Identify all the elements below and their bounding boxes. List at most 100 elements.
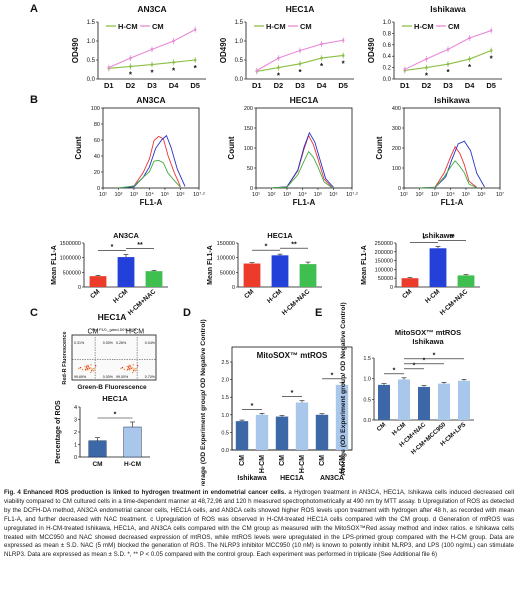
y-tick-label: 50000: [378, 276, 393, 282]
x-tick-label: H-CM: [299, 455, 306, 473]
data-point: [172, 60, 175, 64]
quadrant-percent: 99.00%: [116, 375, 129, 379]
y-axis-label: Count: [227, 136, 236, 159]
histogram-curve: [271, 134, 333, 189]
figure-caption: Fig. 4 Enhanced ROS production is linked…: [4, 489, 514, 560]
chart-title: AN3CA: [137, 4, 166, 14]
x-tick-label: D2: [422, 81, 432, 90]
caption-body: a Hydrogen treatment in AN3CA, HEC1A, Is…: [4, 489, 514, 559]
x-tick-label: CM: [89, 288, 101, 300]
data-point: [255, 69, 259, 72]
x-tick-label: D4: [465, 81, 475, 90]
quadrant-percent: 0.31%: [74, 341, 85, 345]
event-dot: [135, 370, 137, 372]
y-tick-label: 50: [247, 166, 253, 172]
event-dot: [129, 369, 131, 371]
significance-marker: *: [433, 352, 436, 359]
x-tick-label: 10¹: [252, 192, 260, 198]
bar: [457, 275, 475, 287]
x-tick-label: 10²: [416, 192, 424, 198]
y-axis-label: OD490: [71, 37, 80, 63]
chart-subtitle: Ishikawa: [412, 337, 444, 346]
significance-marker: *: [320, 62, 324, 71]
x-tick-label: 10¹: [99, 192, 107, 198]
y-tick-label: 1.0: [87, 39, 96, 45]
bar: [89, 276, 107, 287]
event-dot: [81, 368, 84, 371]
significance-marker: **: [137, 242, 143, 249]
y-tick-label: 0.5: [221, 430, 229, 436]
y-axis-label: Count: [375, 136, 384, 159]
x-tick-label: 10⁶: [477, 191, 485, 198]
legend-label: CM: [448, 22, 460, 31]
y-axis-label: Average (OD Experiment group/ OD Negativ…: [200, 319, 207, 486]
histogram-curve: [271, 131, 334, 189]
significance-marker: *: [277, 72, 281, 81]
significance-marker: *: [413, 362, 416, 369]
y-tick-label: 150000: [217, 241, 235, 247]
y-tick-label: 40: [94, 154, 100, 160]
x-tick-label: D4: [169, 81, 179, 90]
event-dot: [84, 365, 86, 368]
y-tick-label: 500000: [63, 270, 81, 276]
bar: [335, 384, 349, 450]
y-tick-label: 0: [398, 186, 401, 192]
quadrant-percent: 0.70%: [145, 375, 156, 379]
od490-line-chart-1: AN3CA 0.0 0.5 1.0 1.5 D1 D2 D3 D4 D5 OD490 H-CM CM * *…: [71, 4, 206, 90]
x-tick-label: D1: [104, 81, 114, 90]
y-tick-label: 100: [91, 106, 100, 112]
x-tick-label: D5: [190, 81, 200, 90]
y-tick-label: 100000: [375, 267, 393, 273]
y-tick-label: 0.2: [383, 66, 392, 72]
data-point: [468, 36, 471, 40]
significance-marker: *: [298, 68, 302, 77]
y-tick-label: 1500000: [60, 241, 81, 247]
x-tick-label: 10⁷·²: [193, 191, 205, 198]
x-tick-label: H-CM+NAC: [439, 288, 470, 317]
bar: [275, 416, 289, 450]
chart-title: AN3CA: [113, 231, 139, 240]
histogram-curve: [118, 159, 181, 189]
x-tick-label: D2: [274, 81, 284, 90]
data-point: [425, 57, 428, 61]
x-tick-label: 10³: [130, 192, 138, 198]
event-dot: [121, 366, 124, 369]
y-tick-label: 1.0: [363, 377, 371, 383]
bar-chart-4: HEC1A 0 1 2 3 4 CM H-CM Percentage of ROS *: [55, 394, 150, 468]
y-tick-label: 0.6: [383, 43, 392, 49]
data-point: [193, 58, 197, 62]
data-point: [320, 42, 323, 46]
event-dot: [78, 367, 80, 370]
y-tick-label: 1.0: [221, 413, 229, 419]
significance-marker: *: [331, 372, 334, 379]
x-tick-label: D5: [486, 81, 496, 90]
data-point: [446, 48, 450, 51]
y-tick-label: 150: [244, 126, 253, 132]
bar: [243, 263, 261, 287]
significance-marker: *: [251, 403, 254, 410]
data-point: [403, 68, 407, 71]
y-axis-label: Average (OD Experiment group/ OD Negativ…: [340, 302, 347, 475]
chart-title: HEC1A: [290, 95, 319, 105]
bar: [145, 271, 163, 287]
bar-chart-5: MitoSOX™ mtROS 0.0 0.5 1.0 1.5 2.0 2.5 CM H-CM CM…: [200, 319, 353, 486]
y-tick-label: 1.5: [221, 395, 229, 401]
plot-header: Plot P1/0,_gated-D0%-Bt03: [92, 328, 136, 332]
event-dot: [135, 368, 137, 370]
x-tick-label: D3: [443, 81, 453, 90]
y-tick-label: 150000: [375, 259, 393, 265]
y-axis-label: Mean FL1-A: [207, 245, 214, 285]
chart-title: AN3CA: [136, 95, 165, 105]
event-dot: [131, 371, 134, 374]
x-tick-label: H-CM: [391, 421, 408, 437]
significance-marker: *: [446, 68, 450, 77]
data-point: [277, 56, 280, 60]
y-tick-label: 300: [392, 126, 401, 132]
event-dot: [91, 368, 93, 370]
legend-label: CM: [152, 22, 164, 31]
significance-marker: *: [490, 55, 494, 64]
significance-marker: *: [425, 72, 429, 81]
data-point: [425, 66, 428, 69]
y-tick-label: 4: [74, 405, 77, 411]
bar: [458, 380, 470, 420]
